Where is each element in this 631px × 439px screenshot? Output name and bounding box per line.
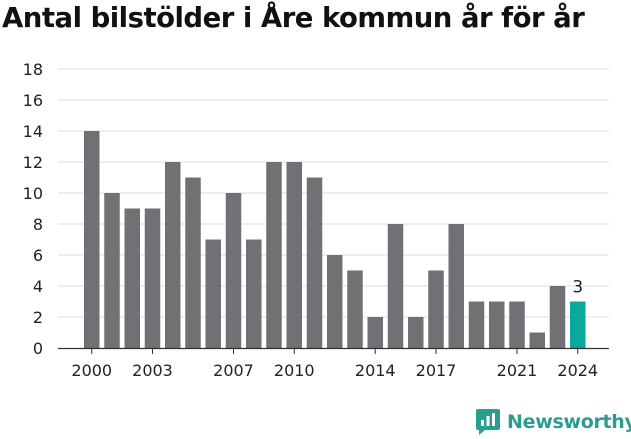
bar-2009 <box>266 162 282 348</box>
y-tick-label: 6 <box>33 246 43 265</box>
bar-2001 <box>104 193 120 348</box>
brand-logo: Newsworthy <box>475 407 631 437</box>
bar-2000 <box>84 131 100 348</box>
y-tick-label: 4 <box>33 277 43 296</box>
y-tick-label: 12 <box>23 153 43 172</box>
bar-2003 <box>144 208 161 348</box>
bar-2013 <box>347 270 363 348</box>
x-tick-label: 2000 <box>71 361 112 380</box>
data-label-2024: 3 <box>572 278 583 298</box>
data-labels: 3 <box>572 278 583 298</box>
bar-2006 <box>205 239 221 348</box>
x-tick-label: 2007 <box>213 361 254 380</box>
bar-2015 <box>387 224 404 348</box>
y-axis-ticks: 0 2 4 6 8 10 12 14 16 18 <box>23 60 43 358</box>
bar-2017 <box>428 270 444 348</box>
bar-2004 <box>165 162 181 348</box>
bar-2010 <box>286 162 302 348</box>
x-axis: 2000 2003 2007 2010 2014 2017 2021 2024 <box>58 347 609 380</box>
bar-2020 <box>489 301 505 348</box>
bar-2002 <box>124 208 140 348</box>
bar-2005 <box>185 177 201 348</box>
y-tick-label: 16 <box>23 91 43 110</box>
brand-name: Newsworthy <box>507 411 631 433</box>
chart-chat-icon <box>476 409 500 435</box>
y-tick-label: 10 <box>23 184 43 203</box>
x-tick-label: 2003 <box>132 361 173 380</box>
y-tick-label: 0 <box>33 339 43 358</box>
x-tick-label: 2024 <box>557 361 598 380</box>
bar-2023 <box>549 286 566 348</box>
bar-2024 <box>570 301 586 348</box>
bar-2018 <box>448 224 464 348</box>
bar-2011 <box>306 177 323 348</box>
y-tick-label: 18 <box>23 60 43 79</box>
chart-title: Antal bilstölder i Åre kommun år för år <box>2 2 585 34</box>
bars <box>84 131 586 348</box>
x-tick-label: 2017 <box>416 361 457 380</box>
bar-2019 <box>468 301 485 348</box>
bar-2021 <box>509 301 525 348</box>
bar-2016 <box>408 317 424 348</box>
x-tick-label: 2010 <box>274 361 315 380</box>
y-tick-label: 14 <box>23 122 43 141</box>
x-tick-label: 2014 <box>355 361 396 380</box>
bar-2012 <box>327 255 343 348</box>
bar-2022 <box>529 332 545 348</box>
bar-2014 <box>367 317 383 348</box>
bar-2007 <box>225 193 242 348</box>
y-tick-label: 8 <box>33 215 43 234</box>
y-tick-label: 2 <box>33 308 43 327</box>
x-tick-label: 2021 <box>497 361 538 380</box>
bar-2008 <box>246 239 262 348</box>
